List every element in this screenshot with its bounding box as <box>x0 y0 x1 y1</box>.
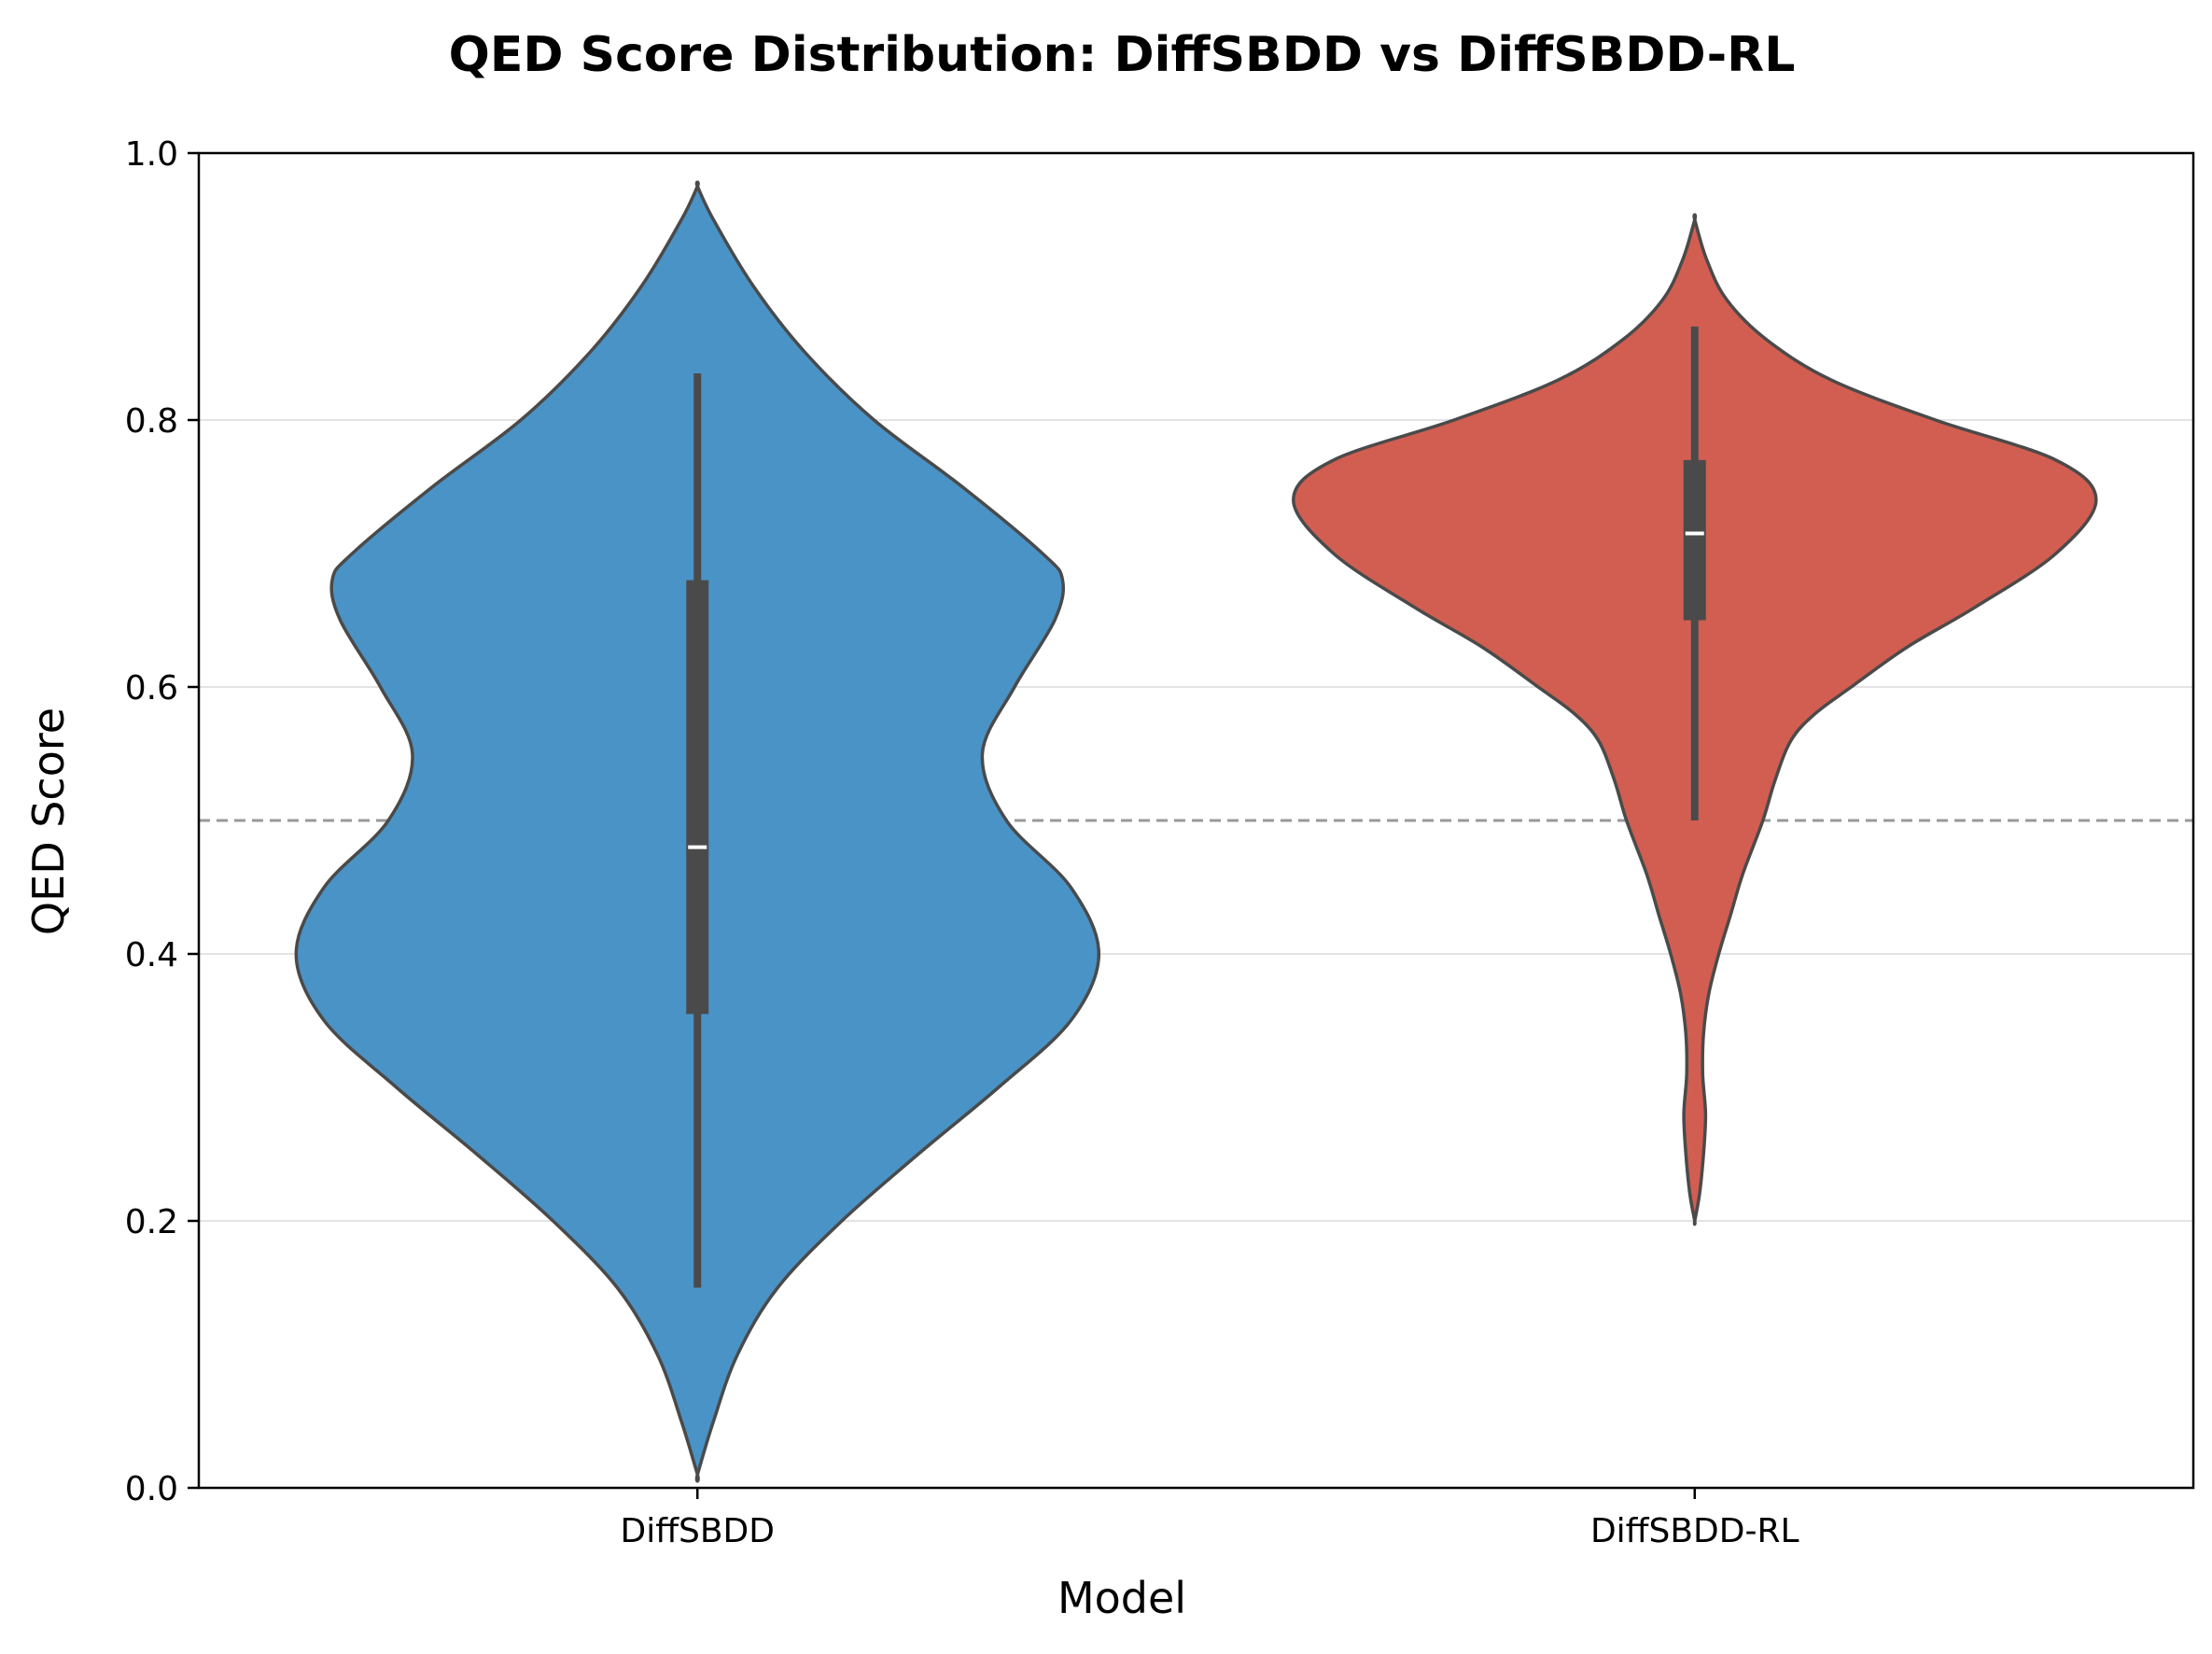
y-tick-label-3: 0.6 <box>125 669 178 708</box>
x-tick-label-1: DiffSBDD-RL <box>1590 1512 1799 1550</box>
x-tick-label-0: DiffSBDD <box>620 1512 775 1550</box>
violin-layer <box>294 180 2098 1483</box>
y-tick-label-1: 0.2 <box>125 1203 178 1241</box>
violin-iqr-box-1 <box>1683 459 1706 621</box>
x-axis-label: Model <box>1057 1573 1186 1623</box>
y-tick-label-0: 0.0 <box>125 1470 178 1508</box>
axis-layer: 0.0 0.2 0.4 0.6 0.8 1.0 DiffSBDD DiffSBDD-RL <box>125 135 2195 1550</box>
y-axis-label: QED Score <box>23 708 74 935</box>
violin-0 <box>294 180 1101 1483</box>
y-tick-label-2: 0.4 <box>125 936 178 974</box>
y-tick-label-5: 1.0 <box>125 135 178 174</box>
plot-frame <box>197 151 2195 1490</box>
violin-iqr-box-0 <box>686 580 709 1015</box>
violin-1 <box>1292 213 2098 1226</box>
y-tick-label-4: 0.8 <box>125 402 178 441</box>
chart-title: QED Score Distribution: DiffSBDD vs Diff… <box>449 27 1796 83</box>
